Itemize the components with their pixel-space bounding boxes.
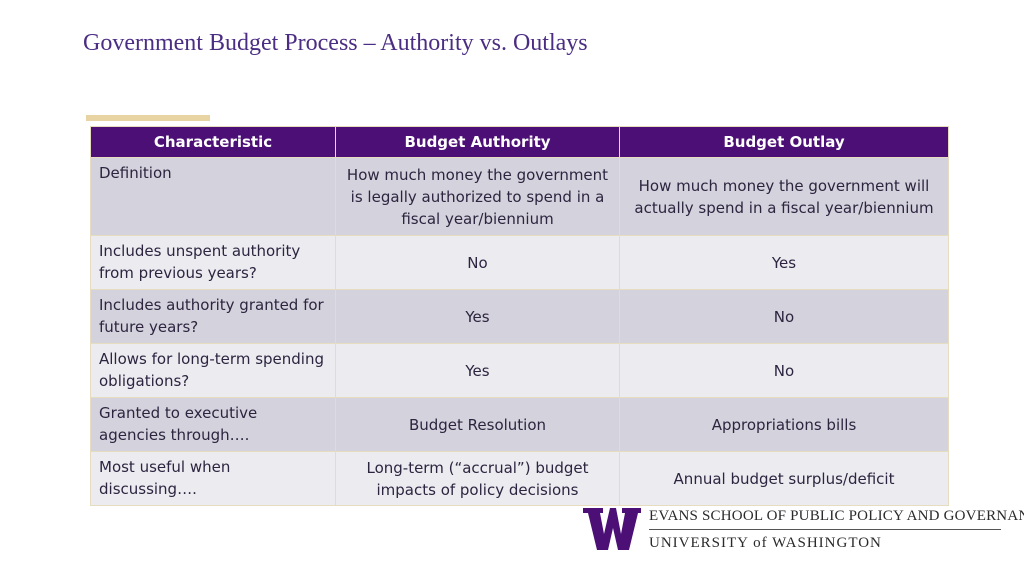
table-row: Allows for long-term spending obligation… (90, 343, 949, 398)
gold-accent-bar (86, 115, 210, 121)
row-characteristic-cell: Includes authority granted for future ye… (90, 289, 336, 344)
row-characteristic-cell: Allows for long-term spending obligation… (90, 343, 336, 398)
row-characteristic-cell: Definition (90, 157, 336, 236)
table-row: Includes authority granted for future ye… (90, 289, 949, 344)
uw-w-logo-icon (583, 508, 641, 550)
column-header-characteristic: Characteristic (90, 126, 336, 158)
table-row: Most useful when discussing…. Long-term … (90, 451, 949, 506)
table-row: Includes unspent authority from previous… (90, 235, 949, 290)
row-outlay-cell: Appropriations bills (619, 397, 949, 452)
row-outlay-cell: Annual budget surplus/deficit (619, 451, 949, 506)
row-authority-cell: No (335, 235, 620, 290)
row-characteristic-cell: Most useful when discussing…. (90, 451, 336, 506)
column-header-budget-authority: Budget Authority (335, 126, 620, 158)
column-header-budget-outlay: Budget Outlay (619, 126, 949, 158)
university-name: UNIVERSITY of WASHINGTON (649, 535, 882, 551)
row-characteristic-cell: Includes unspent authority from previous… (90, 235, 336, 290)
school-name: EVANS SCHOOL OF PUBLIC POLICY AND GOVERN… (649, 508, 1024, 524)
row-outlay-cell: No (619, 289, 949, 344)
row-outlay-cell: How much money the government will actua… (619, 157, 949, 236)
evans-school-logo: EVANS SCHOOL OF PUBLIC POLICY AND GOVERN… (583, 508, 1024, 552)
slide-title: Government Budget Process – Authority vs… (83, 30, 588, 56)
table-header-row: Characteristic Budget Authority Budget O… (90, 126, 949, 158)
row-outlay-cell: No (619, 343, 949, 398)
comparison-table: Characteristic Budget Authority Budget O… (90, 126, 949, 506)
row-authority-cell: Yes (335, 289, 620, 344)
row-authority-cell: Budget Resolution (335, 397, 620, 452)
logo-divider (649, 529, 1001, 530)
row-authority-cell: How much money the government is legally… (335, 157, 620, 236)
row-outlay-cell: Yes (619, 235, 949, 290)
row-authority-cell: Long-term (“accrual”) budget impacts of … (335, 451, 620, 506)
table-row: Granted to executive agencies through…. … (90, 397, 949, 452)
row-characteristic-cell: Granted to executive agencies through…. (90, 397, 336, 452)
row-authority-cell: Yes (335, 343, 620, 398)
table-row: Definition How much money the government… (90, 157, 949, 236)
